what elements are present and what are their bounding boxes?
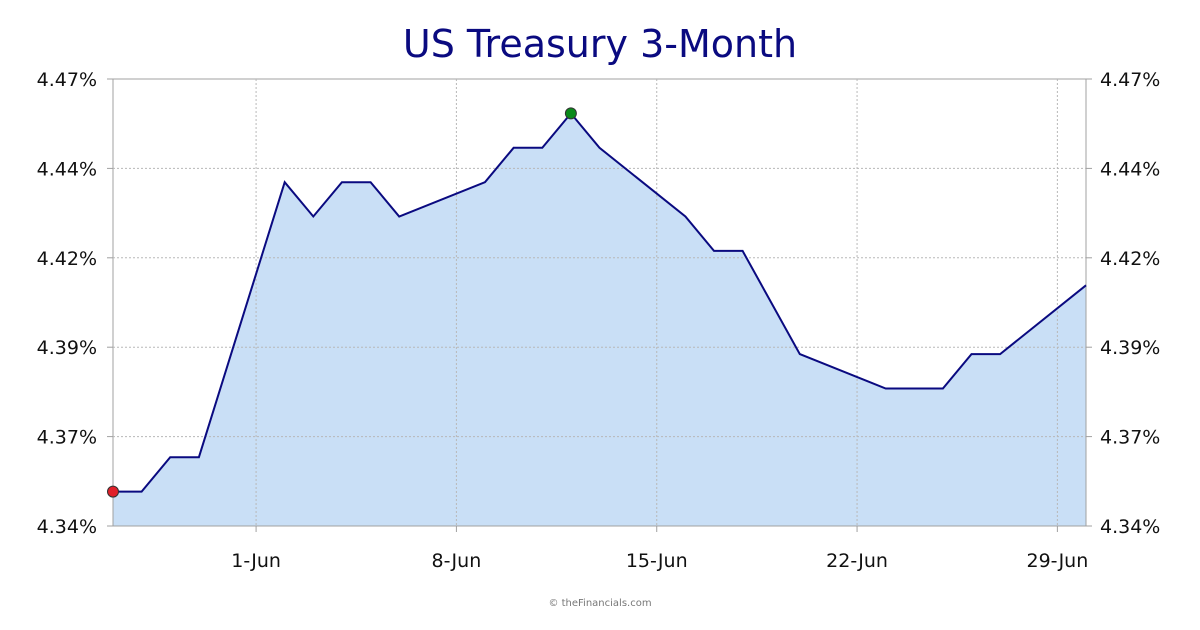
chart-title: US Treasury 3-Month bbox=[402, 22, 798, 66]
x-tick-label: 29-Jun bbox=[1026, 550, 1088, 572]
series-line bbox=[113, 111, 1087, 493]
high-point-marker bbox=[564, 107, 577, 120]
credit-text: © theFinancials.com bbox=[548, 598, 652, 609]
y-tick-label-left: 4.44% bbox=[37, 158, 97, 180]
y-tick-label-right: 4.44% bbox=[1100, 158, 1160, 180]
y-tick-label-right: 4.42% bbox=[1100, 248, 1160, 270]
plot-border bbox=[112, 78, 1087, 527]
y-tick-label-left: 4.42% bbox=[37, 248, 97, 270]
y-tick-label-right: 4.39% bbox=[1100, 337, 1160, 359]
x-tick-label: 15-Jun bbox=[626, 550, 688, 572]
y-tick-label-left: 4.34% bbox=[37, 516, 97, 538]
x-tick-label: 1-Jun bbox=[231, 550, 281, 572]
y-tick-label-left: 4.47% bbox=[37, 69, 97, 91]
x-tick-label: 22-Jun bbox=[826, 550, 888, 572]
area-fill bbox=[113, 113, 1086, 527]
y-tick-label-right: 4.47% bbox=[1100, 69, 1160, 91]
y-tick-label-left: 4.39% bbox=[37, 337, 97, 359]
low-point-marker bbox=[107, 485, 119, 498]
x-tick-label: 8-Jun bbox=[432, 550, 482, 572]
y-tick-label-left: 4.37% bbox=[37, 427, 97, 449]
y-tick-label-right: 4.34% bbox=[1100, 516, 1160, 538]
y-tick-label-right: 4.37% bbox=[1100, 427, 1160, 449]
